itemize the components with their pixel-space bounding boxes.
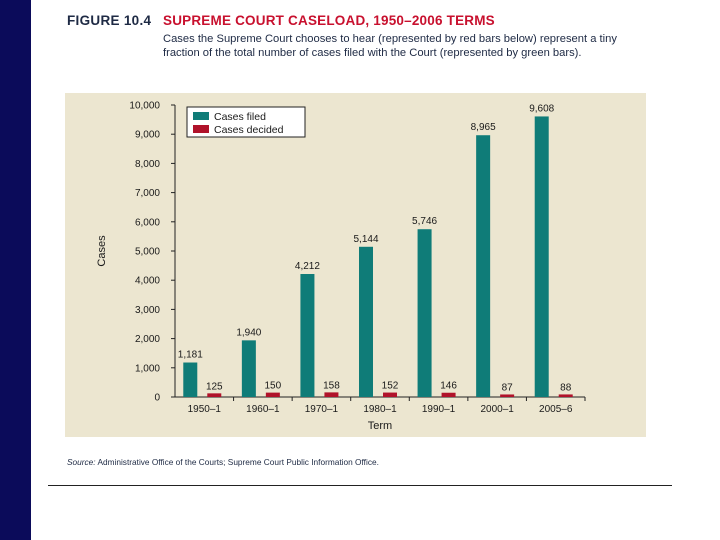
bar-label-cases-decided: 125 — [206, 381, 223, 392]
bar-cases-decided — [265, 392, 280, 397]
bar-cases-filed — [476, 135, 491, 398]
x-tick-label: 1990–1 — [422, 404, 456, 415]
source-text: Administrative Office of the Courts; Sup… — [95, 457, 379, 467]
y-tick-label: 7,000 — [135, 188, 160, 199]
figure-title: SUPREME COURT CASELOAD, 1950–2006 TERMS — [163, 13, 495, 28]
bar-label-cases-filed: 4,212 — [295, 261, 320, 272]
bar-cases-filed — [417, 229, 432, 397]
bar-label-cases-decided: 152 — [382, 381, 399, 392]
figure-caption: Cases the Supreme Court chooses to hear … — [163, 33, 617, 59]
y-tick-label: 8,000 — [135, 159, 160, 170]
x-tick-label: 2000–1 — [480, 404, 514, 415]
bar-label-cases-filed: 1,940 — [236, 327, 261, 338]
left-accent-bar — [0, 0, 31, 540]
bar-label-cases-decided: 146 — [440, 381, 457, 392]
bar-label-cases-decided: 88 — [560, 382, 572, 393]
y-tick-label: 3,000 — [135, 305, 160, 316]
bar-label-cases-decided: 150 — [265, 381, 282, 392]
y-tick-label: 1,000 — [135, 363, 160, 374]
y-axis-label: Cases — [96, 235, 108, 267]
bar-cases-filed — [534, 116, 549, 397]
legend-swatch-cases-decided — [193, 125, 209, 133]
legend-swatch-cases-filed — [193, 112, 209, 120]
figure-label: FIGURE 10.4 — [67, 13, 152, 28]
bar-cases-filed — [183, 362, 198, 397]
y-tick-label: 0 — [154, 393, 160, 404]
x-tick-label: 1950–1 — [188, 404, 222, 415]
bar-label-cases-filed: 8,965 — [471, 122, 496, 133]
legend-label-cases-decided: Cases decided — [214, 124, 284, 136]
source-lead: Source: — [67, 457, 96, 467]
bar-label-cases-decided: 158 — [323, 380, 340, 391]
source-note: Source: Administrative Office of the Cou… — [67, 457, 379, 467]
divider-line — [48, 485, 672, 486]
bar-cases-decided — [500, 394, 515, 397]
bar-cases-decided — [383, 392, 397, 397]
bar-cases-filed — [300, 274, 315, 397]
bar-label-cases-filed: 9,608 — [529, 103, 554, 114]
y-tick-label: 2,000 — [135, 334, 160, 345]
bar-label-cases-filed: 5,746 — [412, 216, 437, 227]
x-tick-label: 1970–1 — [305, 404, 339, 415]
bar-cases-filed — [359, 246, 373, 397]
x-axis-label: Term — [368, 420, 392, 432]
x-tick-label: 1980–1 — [363, 404, 397, 415]
bar-label-cases-decided: 87 — [502, 382, 514, 393]
bar-label-cases-filed: 5,144 — [353, 234, 378, 245]
y-tick-label: 5,000 — [135, 247, 160, 258]
x-tick-label: 1960–1 — [246, 404, 280, 415]
x-tick-label: 2005–6 — [539, 404, 573, 415]
bar-chart: 0 1,000 2,000 3,000 4,000 5,000 6,000 7,000 8,00… — [96, 101, 586, 432]
y-tick-label: 9,000 — [135, 130, 160, 141]
bar-cases-filed — [241, 340, 256, 397]
y-tick-label: 6,000 — [135, 217, 160, 228]
legend-label-cases-filed: Cases filed — [214, 111, 266, 123]
bar-cases-decided — [558, 394, 573, 397]
y-tick-label: 10,000 — [129, 101, 160, 112]
bar-cases-decided — [324, 392, 339, 397]
y-tick-label: 4,000 — [135, 276, 160, 287]
bar-cases-decided — [207, 393, 222, 397]
bar-label-cases-filed: 1,181 — [178, 350, 203, 361]
chart-panel: 0 1,000 2,000 3,000 4,000 5,000 6,000 7,000 8,00… — [65, 93, 646, 437]
bar-cases-decided — [441, 392, 456, 397]
